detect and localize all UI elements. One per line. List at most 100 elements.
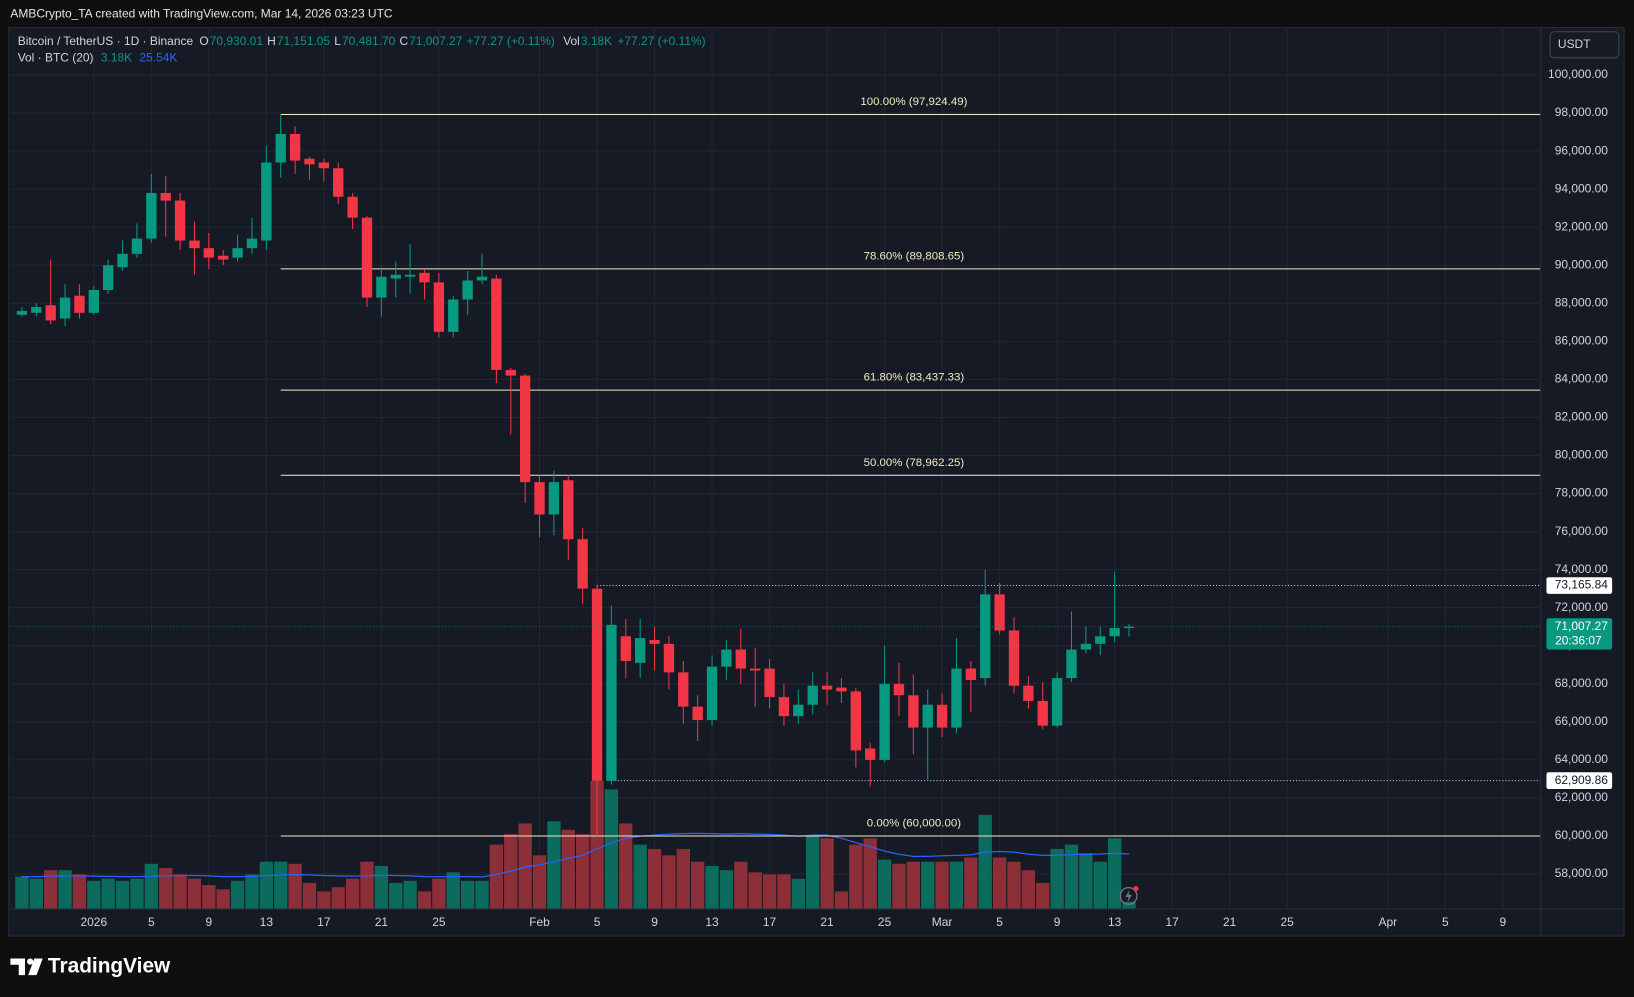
candle-body <box>735 649 746 669</box>
volume-bar <box>705 865 719 909</box>
fib-level-label: 100.00% (97,924.49) <box>860 96 967 108</box>
volume-bar <box>820 838 834 909</box>
volume-bar <box>173 874 187 909</box>
volume-bar <box>762 874 777 909</box>
attribution: AMBCrypto_TA created with TradingView.co… <box>10 7 392 21</box>
currency-button[interactable] <box>1549 31 1620 59</box>
candle-body <box>836 687 847 692</box>
candle-body <box>88 289 99 313</box>
volume-bar <box>676 848 690 909</box>
y-tick-label: 100,000.00 <box>1548 67 1608 81</box>
y-tick-label: 98,000.00 <box>1555 105 1609 119</box>
candle-body <box>74 295 85 313</box>
candle-body <box>634 638 646 663</box>
candle-body <box>994 594 1005 631</box>
candle-body <box>189 240 200 249</box>
candle-body <box>419 272 430 283</box>
candle-body <box>534 482 545 515</box>
volume-bar <box>446 872 460 909</box>
volume-bar <box>187 878 202 909</box>
volume-bar <box>475 880 489 909</box>
y-tick-label: 80,000.00 <box>1555 448 1609 462</box>
candle-body <box>908 695 919 728</box>
volume-bar <box>460 880 475 909</box>
volume-ma-line <box>21 832 1130 878</box>
axes: 58,000.00 60,000.00 62,000.00 64,000.00 66,0… <box>80 67 1613 929</box>
volume-bar <box>489 844 504 909</box>
candle-body <box>261 162 272 241</box>
candle-body <box>505 369 516 376</box>
candle-body <box>793 704 804 717</box>
volume-bar <box>130 878 144 909</box>
volume-bar <box>417 891 432 909</box>
candle-body <box>965 668 977 680</box>
volume-bar <box>159 868 173 909</box>
x-tick-label: 21 <box>820 915 834 929</box>
legend-text: C <box>399 34 408 48</box>
candle-body <box>31 307 42 313</box>
candle-body <box>692 706 703 720</box>
volume-bar <box>389 882 403 909</box>
volume-bar <box>288 863 302 909</box>
candle-body <box>361 217 373 298</box>
y-tick-label: 68,000.00 <box>1555 676 1609 690</box>
x-tick-label: 5 <box>996 915 1003 929</box>
volume-bar <box>921 861 935 909</box>
chart-pane <box>8 27 1625 937</box>
candle-body <box>1080 643 1092 650</box>
y-tick-label: 88,000.00 <box>1555 295 1609 309</box>
candle-body <box>893 683 905 696</box>
volume-bar <box>777 874 791 909</box>
volume-bar <box>691 861 705 909</box>
volume-bar <box>403 880 417 909</box>
volume-bar <box>1050 848 1064 909</box>
x-tick-label: 25 <box>878 915 892 929</box>
volume-bar <box>101 878 115 909</box>
candle-body <box>764 668 775 698</box>
volume-bar <box>1122 901 1136 909</box>
candle-body <box>146 192 157 239</box>
x-tick-label: 5 <box>1442 915 1449 929</box>
candle-body <box>678 672 689 707</box>
volume-bar <box>432 878 446 909</box>
x-tick-label: 9 <box>1499 915 1506 929</box>
volume-bar <box>1079 853 1093 909</box>
volume-bar <box>863 838 877 909</box>
candle-body <box>289 133 301 161</box>
volume-bar <box>892 863 906 909</box>
candle-body <box>1008 630 1020 686</box>
volume-bar <box>1093 861 1107 909</box>
volume-bar <box>547 821 561 909</box>
candle-body <box>1123 626 1135 629</box>
candle-body <box>663 643 675 673</box>
candle-body <box>103 265 114 290</box>
fib-level-label: 50.00% (78,962.25) <box>864 457 965 469</box>
candle-body <box>620 636 631 661</box>
volume-bar <box>331 887 345 909</box>
candle-body <box>778 697 790 717</box>
candle-body <box>821 685 833 690</box>
volume-bar <box>719 870 734 909</box>
legend-text: 70,481.70 <box>342 34 396 48</box>
legend: Bitcoin / TetherUS · 1D · Binance O 70,930… <box>18 34 706 65</box>
candle-body <box>980 594 991 679</box>
volume-bar <box>561 829 575 909</box>
volume-bar <box>532 855 547 909</box>
volume-bar <box>964 857 978 909</box>
candle-body <box>519 375 531 483</box>
volume-bar <box>791 878 805 909</box>
legend-text: Vol · BTC (20) <box>18 51 94 65</box>
legend-text: 71,151.05 <box>277 34 331 48</box>
x-tick-label: 21 <box>1223 915 1237 929</box>
volume-bar <box>87 880 101 909</box>
volume-bar <box>662 855 676 909</box>
currency-label[interactable]: USDT <box>1558 37 1591 51</box>
y-tick-label: 74,000.00 <box>1555 562 1609 576</box>
plot-area: 100.00% (97,924.49) 78.60% (89,808.65) 61.… <box>10 96 1541 909</box>
volume-bar <box>647 848 662 909</box>
candle-body <box>548 482 560 515</box>
volume-bar <box>345 878 360 909</box>
candle-body <box>922 704 933 728</box>
volume-bar <box>374 865 389 909</box>
